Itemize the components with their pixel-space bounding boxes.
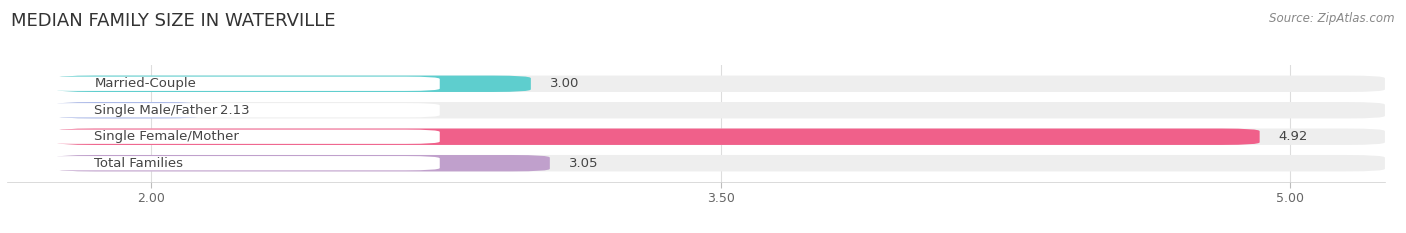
FancyBboxPatch shape: [56, 129, 1385, 145]
FancyBboxPatch shape: [41, 77, 440, 91]
FancyBboxPatch shape: [41, 103, 440, 117]
Text: MEDIAN FAMILY SIZE IN WATERVILLE: MEDIAN FAMILY SIZE IN WATERVILLE: [11, 12, 336, 30]
FancyBboxPatch shape: [56, 102, 1385, 118]
Text: Source: ZipAtlas.com: Source: ZipAtlas.com: [1270, 12, 1395, 25]
FancyBboxPatch shape: [56, 155, 1385, 171]
Text: Married-Couple: Married-Couple: [94, 77, 197, 90]
FancyBboxPatch shape: [56, 155, 550, 171]
Text: Total Families: Total Families: [94, 157, 183, 170]
FancyBboxPatch shape: [41, 156, 440, 170]
FancyBboxPatch shape: [56, 102, 201, 118]
Text: 4.92: 4.92: [1278, 130, 1308, 143]
Text: Single Male/Father: Single Male/Father: [94, 104, 218, 117]
FancyBboxPatch shape: [56, 75, 1385, 92]
Text: 3.05: 3.05: [569, 157, 599, 170]
FancyBboxPatch shape: [56, 75, 531, 92]
Text: 2.13: 2.13: [219, 104, 249, 117]
Text: Single Female/Mother: Single Female/Mother: [94, 130, 239, 143]
Text: 3.00: 3.00: [550, 77, 579, 90]
FancyBboxPatch shape: [41, 130, 440, 144]
FancyBboxPatch shape: [56, 129, 1260, 145]
